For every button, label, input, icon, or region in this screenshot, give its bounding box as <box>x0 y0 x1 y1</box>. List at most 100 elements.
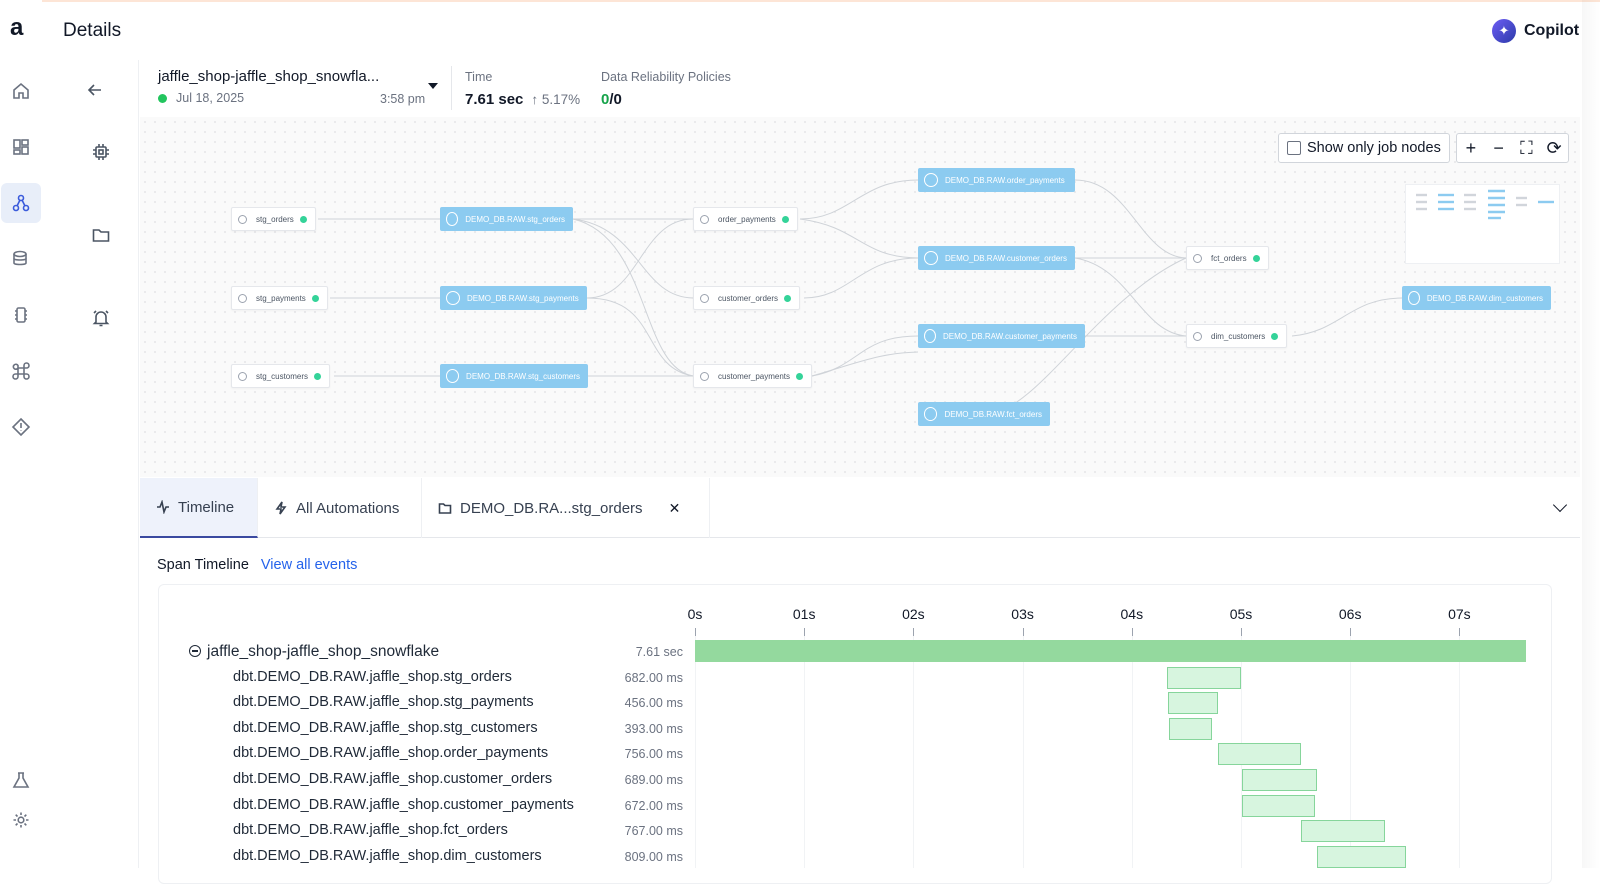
span-name[interactable]: dbt.DEMO_DB.RAW.jaffle_shop.customer_ord… <box>233 771 553 787</box>
span-bar[interactable] <box>1301 820 1385 843</box>
alerts-detail-button[interactable] <box>83 300 119 336</box>
graph-node[interactable]: customer_payments <box>693 364 813 388</box>
refresh-icon[interactable]: ⟳ <box>1546 138 1562 158</box>
zoom-out-button[interactable]: − <box>1493 138 1504 158</box>
run-time: 3:58 pm <box>380 92 426 106</box>
dashboards-nav-button[interactable] <box>1 127 41 167</box>
root-span-name[interactable]: jaffle_shop-jaffle_shop_snowflake <box>207 643 440 660</box>
span-bar[interactable] <box>1168 717 1212 740</box>
graph-node[interactable]: dim_customers <box>1186 324 1288 348</box>
graph-node[interactable]: stg_payments <box>231 286 328 310</box>
root-span-bar[interactable] <box>695 640 1526 662</box>
span-bar[interactable] <box>1242 769 1318 791</box>
page-title: Details <box>63 20 122 41</box>
time-stat-value: 7.61 sec <box>465 91 524 108</box>
sparkle-icon: ✦ <box>1492 19 1516 43</box>
graph-node[interactable]: DEMO_DB.RAW.order_payments <box>918 168 1075 192</box>
axis-tick <box>804 628 806 636</box>
compute-nav-button[interactable] <box>1 295 41 335</box>
status-ok-icon <box>311 294 319 302</box>
lineage-graph[interactable]: stg_orders stg_payments stg_customers DE… <box>140 117 1580 477</box>
datasources-nav-button[interactable] <box>1 239 41 279</box>
settings-nav-button[interactable] <box>1 800 41 840</box>
graph-node-label: DEMO_DB.RAW.stg_payments <box>467 293 579 303</box>
tab-stg-orders[interactable]: DEMO_DB.RA...stg_orders ✕ <box>422 478 710 538</box>
graph-node[interactable]: DEMO_DB.RAW.customer_payments <box>918 324 1085 348</box>
home-icon <box>13 82 29 99</box>
fit-screen-icon[interactable]: ⛶ <box>1520 138 1533 158</box>
view-all-events-link[interactable]: View all events <box>260 557 358 573</box>
folder-icon <box>92 229 110 242</box>
app-logo[interactable]: a <box>10 14 24 41</box>
tab-timeline-label: Timeline <box>178 498 235 516</box>
graph-node-label: dim_customers <box>1211 331 1266 341</box>
graph-node-label: stg_payments <box>256 293 306 303</box>
axis-tick-label: 07s <box>1448 606 1471 622</box>
dashboard-icon <box>13 139 29 155</box>
panel-edge-shadow <box>1582 0 1600 868</box>
axis-tick-label: 0s <box>687 606 703 622</box>
graph-node[interactable]: order_payments <box>693 207 798 231</box>
graph-node[interactable]: stg_customers <box>231 364 331 388</box>
time-stat: Time 7.61 sec ↑ 5.17% <box>465 70 580 108</box>
graph-node[interactable]: DEMO_DB.RAW.stg_customers <box>440 364 588 388</box>
graph-node[interactable]: stg_orders <box>231 207 316 231</box>
home-nav-button[interactable] <box>1 71 41 111</box>
span-duration: 672.00 ms <box>624 798 683 813</box>
back-button[interactable] <box>77 72 113 108</box>
pipelines-nav-button[interactable] <box>1 183 41 223</box>
tab-timeline[interactable]: Timeline <box>140 478 258 538</box>
span-name[interactable]: dbt.DEMO_DB.RAW.jaffle_shop.stg_payments <box>233 694 534 711</box>
compute-detail-button[interactable] <box>83 134 119 170</box>
span-name[interactable]: dbt.DEMO_DB.RAW.jaffle_shop.stg_customer… <box>233 719 538 736</box>
span-bar[interactable] <box>1317 845 1406 868</box>
minimap-preview <box>1416 189 1554 220</box>
span-name[interactable]: dbt.DEMO_DB.RAW.jaffle_shop.customer_pay… <box>233 796 574 813</box>
graph-node[interactable]: customer_orders <box>693 286 801 310</box>
integrations-nav-button[interactable] <box>1 351 41 391</box>
graph-node-label: DEMO_DB.RAW.customer_payments <box>943 331 1077 341</box>
labs-nav-button[interactable] <box>1 760 41 800</box>
graph-node[interactable]: DEMO_DB.RAW.stg_payments <box>440 286 587 310</box>
graph-node[interactable]: fct_orders <box>1186 246 1269 270</box>
job-nodes-checkbox[interactable] <box>1287 141 1301 155</box>
database-icon <box>13 250 27 266</box>
table-node-icon <box>924 329 937 343</box>
tab-all-automations[interactable]: All Automations <box>258 478 422 538</box>
policies-total: /0 <box>609 91 622 108</box>
graph-minimap[interactable] <box>1405 184 1560 264</box>
graph-node[interactable]: DEMO_DB.RAW.dim_customers <box>1402 286 1551 310</box>
span-bar[interactable] <box>1167 692 1218 715</box>
run-selector[interactable]: jaffle_shop-jaffle_shop_snowfla... Jul 1… <box>158 68 440 106</box>
axis-tick-label: 02s <box>902 606 925 622</box>
span-name[interactable]: dbt.DEMO_DB.RAW.jaffle_shop.dim_customer… <box>233 847 542 864</box>
run-dropdown-caret-icon[interactable] <box>428 83 438 89</box>
job-node-icon <box>700 214 709 224</box>
graph-node[interactable]: DEMO_DB.RAW.stg_orders <box>440 207 573 231</box>
collapse-circle-icon[interactable] <box>189 645 201 657</box>
span-bar[interactable] <box>1218 743 1301 766</box>
top-accent-line <box>0 0 1600 2</box>
assets-detail-button[interactable] <box>83 217 119 253</box>
close-tab-icon[interactable]: ✕ <box>668 499 681 516</box>
status-ok-icon <box>796 372 804 380</box>
span-name[interactable]: dbt.DEMO_DB.RAW.jaffle_shop.stg_orders <box>233 668 512 685</box>
graph-node-label: DEMO_DB.RAW.fct_orders <box>944 409 1042 419</box>
span-bar[interactable] <box>1242 794 1316 817</box>
status-ok-icon <box>1252 254 1260 262</box>
zoom-in-button[interactable]: + <box>1465 138 1477 158</box>
axis-tick-label: 03s <box>1011 606 1034 622</box>
span-name[interactable]: dbt.DEMO_DB.RAW.jaffle_shop.fct_orders <box>233 822 508 839</box>
span-bar[interactable] <box>1166 666 1242 689</box>
span-name[interactable]: dbt.DEMO_DB.RAW.jaffle_shop.order_paymen… <box>233 745 549 762</box>
graph-node[interactable]: DEMO_DB.RAW.customer_orders <box>918 246 1075 270</box>
graph-node[interactable]: DEMO_DB.RAW.fct_orders <box>918 402 1050 426</box>
alerts-nav-button[interactable] <box>1 407 41 447</box>
lightning-icon <box>275 501 287 515</box>
span-duration: 767.00 ms <box>624 824 683 839</box>
graph-node-label: DEMO_DB.RAW.stg_orders <box>465 214 565 224</box>
table-node-icon <box>446 369 460 383</box>
copilot-button[interactable]: ✦ Copilot <box>1492 19 1579 43</box>
policies-stat-label: Data Reliability Policies <box>601 70 731 84</box>
show-only-job-nodes-toggle[interactable]: Show only job nodes <box>1278 133 1450 163</box>
